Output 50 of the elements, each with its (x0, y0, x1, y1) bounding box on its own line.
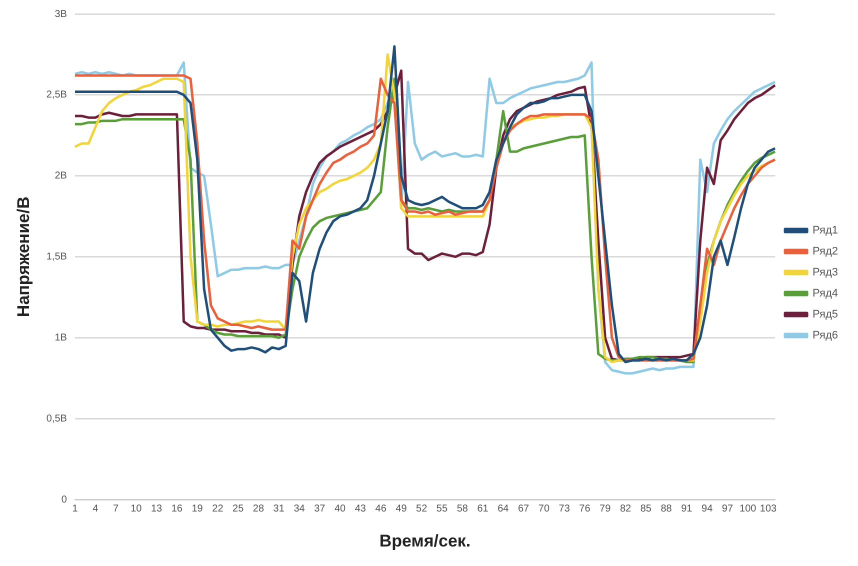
x-tick-label: 28 (252, 503, 264, 514)
x-tick-label: 43 (354, 503, 366, 514)
x-tick-label: 19 (192, 503, 204, 514)
x-tick-label: 34 (294, 503, 306, 514)
y-tick-label: 0 (61, 494, 68, 506)
y-axis-title: Напряжение/В (14, 196, 33, 318)
x-tick-label: 76 (579, 503, 591, 514)
legend-label: Ряд4 (812, 288, 838, 300)
x-tick-label: 103 (760, 503, 778, 514)
x-tick-label: 13 (150, 503, 163, 514)
legend-label: Ряд5 (812, 308, 838, 321)
x-tick-label: 88 (660, 503, 672, 514)
x-tick-label: 22 (212, 503, 224, 514)
x-tick-label: 16 (171, 503, 183, 514)
x-tick-label: 4 (92, 503, 99, 514)
legend-label: Ряд1 (812, 224, 838, 237)
x-tick-label: 85 (640, 503, 652, 514)
x-tick-label: 1 (72, 503, 78, 514)
x-tick-label: 7 (112, 503, 119, 514)
x-tick-label: 58 (456, 503, 468, 514)
y-tick-label: 1,5В (46, 252, 68, 263)
legend-label: Ряд6 (812, 330, 838, 342)
x-axis-title: Время/сек. (379, 531, 471, 550)
x-tick-label: 79 (600, 503, 612, 514)
legend-label: Ряд2 (812, 246, 838, 258)
x-tick-label: 52 (416, 503, 428, 514)
x-tick-label: 55 (436, 503, 448, 514)
x-tick-label: 70 (538, 503, 550, 514)
y-tick-label: 2В (54, 170, 68, 182)
x-tick-label: 91 (681, 503, 693, 514)
x-tick-label: 10 (130, 503, 142, 514)
y-tick-label: 3В (54, 8, 68, 20)
x-tick-label: 82 (620, 503, 632, 514)
x-tick-label: 73 (558, 503, 570, 514)
x-tick-label: 37 (314, 503, 326, 514)
x-tick-label: 94 (702, 503, 714, 514)
x-tick-label: 40 (334, 503, 346, 514)
legend-label: Ряд3 (812, 266, 838, 279)
x-tick-label: 25 (232, 503, 244, 514)
x-tick-label: 100 (740, 503, 757, 514)
x-tick-label: 61 (477, 503, 489, 514)
x-tick-label: 97 (722, 503, 734, 514)
x-tick-label: 31 (273, 503, 285, 514)
y-tick-label: 1В (54, 332, 68, 344)
x-tick-label: 64 (498, 503, 510, 514)
x-tick-label: 46 (375, 503, 387, 514)
y-tick-label: 2,5В (46, 90, 68, 101)
x-tick-label: 49 (396, 503, 408, 514)
x-tick-label: 67 (518, 503, 530, 514)
y-tick-label: 0,5В (46, 413, 68, 424)
